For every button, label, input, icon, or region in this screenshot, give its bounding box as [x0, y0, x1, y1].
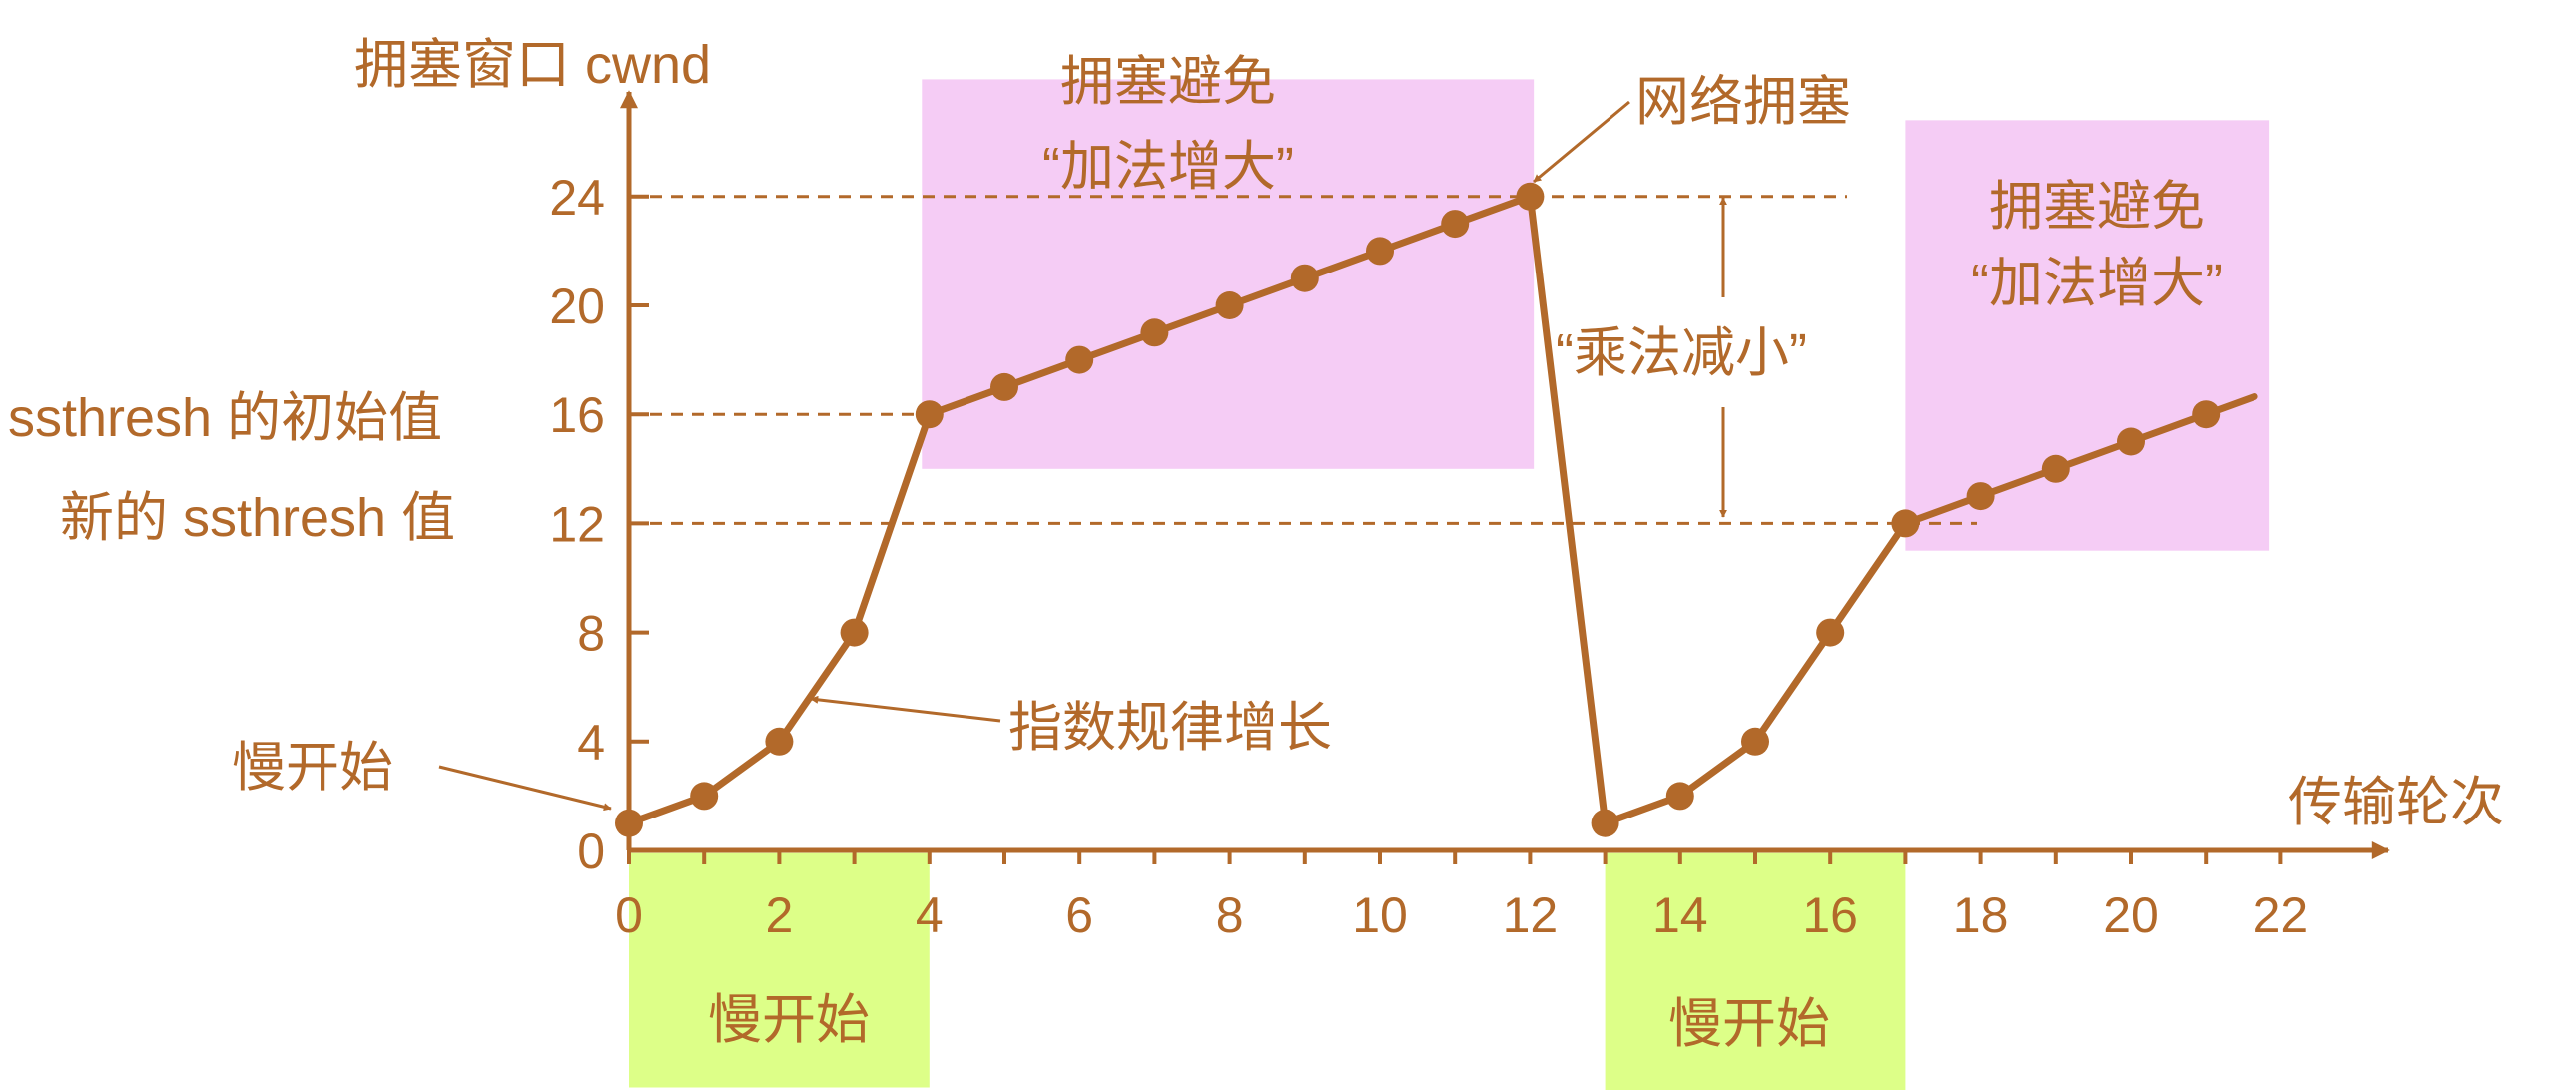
ca-box2-line1: 拥塞避免 [1989, 177, 2205, 237]
x-tick-label: 10 [1352, 887, 1408, 943]
ss-box2-label: 慢开始 [1668, 994, 1830, 1054]
cwnd-series [615, 182, 2258, 837]
axes [620, 90, 2390, 859]
y-tick-label: 16 [549, 387, 605, 443]
x-tick-label: 20 [2103, 887, 2159, 943]
data-point [2117, 427, 2145, 456]
slow-start-pointer [438, 765, 612, 812]
x-tick-label: 14 [1652, 887, 1708, 943]
phase-regions [629, 79, 2270, 1090]
data-point [615, 809, 643, 837]
y-tick-label: 0 [577, 823, 605, 879]
slow-start-arrow-label: 慢开始 [232, 738, 393, 798]
y-axis-label: 拥塞窗口 cwnd [354, 35, 711, 95]
x-axis-ticks: 0 2 4 6 8 10 12 14 16 18 20 22 [615, 850, 2308, 943]
data-point [1966, 482, 1995, 511]
data-point [1741, 727, 1769, 756]
congestion-avoidance-region-1 [922, 79, 1535, 469]
slow-start-region-4 [1605, 852, 1906, 1090]
data-point [1516, 182, 1545, 211]
data-point [1891, 509, 1920, 538]
y-tick-label: 24 [549, 170, 605, 226]
ss-box1-label: 慢开始 [708, 990, 870, 1050]
x-tick-label: 18 [1953, 887, 2009, 943]
data-point [1591, 809, 1619, 837]
data-point [1366, 237, 1394, 266]
data-point [1065, 345, 1094, 374]
data-point [1816, 618, 1845, 647]
ssthresh-initial-label: ssthresh 的初始值 [8, 388, 442, 448]
data-point [1215, 291, 1244, 319]
data-point [690, 782, 719, 811]
data-point [990, 372, 1018, 401]
ca-box1-line2: “加法增大” [1042, 137, 1294, 197]
exponential-pointer [810, 695, 1001, 723]
congestion-pointer [1533, 100, 1630, 184]
y-tick-label: 4 [577, 715, 605, 771]
x-tick-label: 16 [1802, 887, 1858, 943]
data-point [840, 618, 869, 647]
x-tick-label: 0 [615, 887, 643, 943]
data-point [1290, 264, 1319, 292]
ca-box1-line1: 拥塞避免 [1060, 52, 1276, 112]
y-tick-label: 8 [577, 606, 605, 662]
x-tick-label: 4 [916, 887, 944, 943]
data-point [1665, 782, 1694, 811]
ca-box2-line2: “加法增大” [1971, 254, 2223, 313]
data-point [1441, 210, 1470, 239]
ssthresh-new-label: 新的 ssthresh 值 [60, 488, 455, 548]
data-point [765, 727, 794, 756]
x-tick-label: 6 [1065, 887, 1093, 943]
x-axis-label: 传输轮次 [2288, 773, 2504, 832]
x-tick-label: 8 [1216, 887, 1244, 943]
slow-start-region-3 [629, 852, 930, 1088]
data-point [2041, 454, 2070, 483]
x-tick-label: 22 [2254, 887, 2309, 943]
x-tick-label: 2 [765, 887, 793, 943]
y-tick-label: 20 [549, 278, 605, 334]
data-point [1140, 318, 1169, 347]
y-axis-ticks: 0 4 8 12 16 20 24 [549, 170, 649, 879]
ssthresh-reference-lines [650, 195, 1977, 525]
x-tick-label: 12 [1503, 887, 1559, 943]
network-congestion-label: 网络拥塞 [1635, 72, 1851, 132]
exponential-growth-label: 指数规律增长 [1008, 698, 1332, 758]
data-point [2192, 400, 2221, 429]
multiplicative-decrease-label: “乘法减小” [1556, 323, 1807, 383]
data-point [915, 400, 944, 429]
congestion-avoidance-region-2 [1905, 120, 2270, 551]
pointer-arrows [438, 100, 1630, 812]
y-tick-label: 12 [549, 496, 605, 552]
